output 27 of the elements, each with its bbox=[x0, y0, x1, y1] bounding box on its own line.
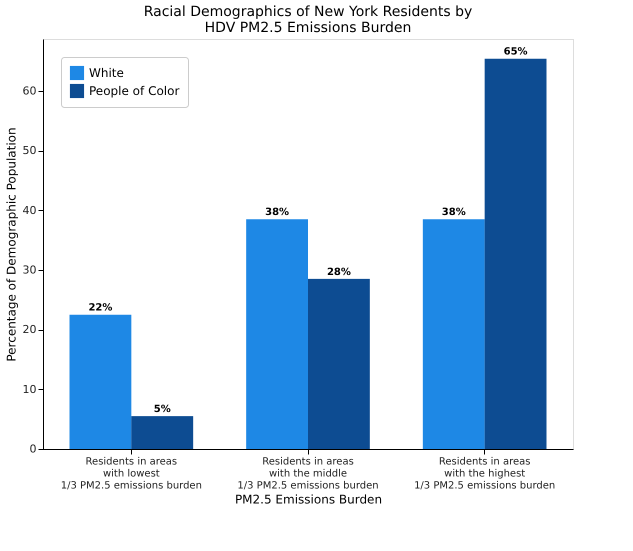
data-label: 22% bbox=[88, 302, 112, 314]
y-tick-label: 40 bbox=[22, 204, 36, 217]
y-tick-label: 20 bbox=[22, 323, 36, 336]
y-tick-label: 30 bbox=[22, 263, 36, 276]
data-label: 38% bbox=[442, 207, 466, 218]
y-axis-title: Percentage of Demographic Population bbox=[4, 127, 19, 362]
legend-label: People of Color bbox=[89, 84, 180, 98]
bar bbox=[308, 278, 370, 449]
bar bbox=[246, 219, 308, 449]
data-label: 28% bbox=[326, 266, 351, 278]
y-tick-label: 10 bbox=[22, 382, 36, 396]
y-tick-label: 0 bbox=[30, 442, 36, 456]
chart-title: Racial Demographics of New York Residents by HDV PM2.5 Emissions Burden bbox=[144, 4, 472, 36]
bar bbox=[484, 58, 546, 449]
bar bbox=[70, 314, 132, 449]
x-tick-label: Residents in areas with the middle 1/3 PM2.5 emissions burden bbox=[237, 456, 379, 492]
bar bbox=[422, 219, 485, 449]
x-tick-label: Residents in areas with lowest 1/3 PM2.5 emissions burden bbox=[60, 456, 202, 492]
x-axis-title: PM2.5 Emissions Burden bbox=[234, 492, 382, 506]
data-label: 65% bbox=[504, 46, 528, 58]
y-tick-label: 50 bbox=[22, 144, 36, 158]
bar bbox=[131, 416, 194, 449]
legend-label: White bbox=[89, 66, 124, 80]
x-tick-label: Residents in areas with the highest 1/3 PM2.5 emissions burden bbox=[414, 456, 556, 492]
y-tick-label: 60 bbox=[22, 84, 36, 98]
data-label: 38% bbox=[265, 207, 290, 218]
data-label: 5% bbox=[154, 404, 171, 416]
